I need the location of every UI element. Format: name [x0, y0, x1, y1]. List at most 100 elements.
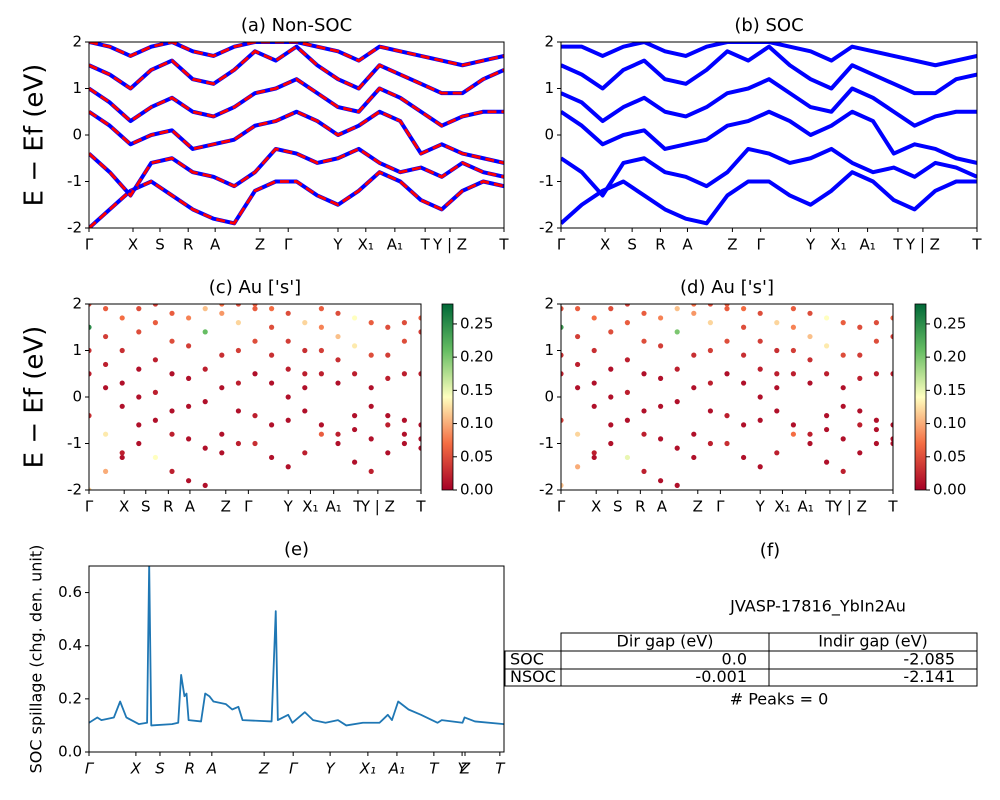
- x-tick-label: T: [420, 236, 431, 254]
- x-tick-label: Γ: [289, 760, 299, 778]
- projection-point: [302, 320, 308, 326]
- projection-point: [724, 306, 730, 312]
- projection-point: [89, 371, 92, 377]
- projection-point: [707, 320, 714, 326]
- projection-point: [840, 403, 846, 409]
- table-footer: # Peaks = 0: [730, 690, 829, 709]
- plot-area: [89, 304, 421, 490]
- colorbar-tick-label: 0.00: [933, 481, 966, 499]
- projection-point: [807, 380, 813, 386]
- x-tick-label: T: [887, 498, 898, 516]
- projection-point: [691, 352, 697, 358]
- projection-point: [89, 487, 92, 490]
- x-tick-label: T: [892, 236, 903, 254]
- projection-point: [824, 315, 830, 321]
- projection-point: [591, 450, 597, 456]
- projection-point: [219, 352, 225, 358]
- projection-point: [335, 431, 341, 437]
- colorbar-tick-label: 0.05: [460, 447, 493, 465]
- x-tick-label: Γ: [757, 236, 766, 254]
- colorbar-tick-label: 0.15: [933, 381, 966, 399]
- projection-point: [285, 338, 291, 344]
- x-tick-label: A: [682, 236, 693, 254]
- projection-point: [674, 399, 680, 405]
- projection-point: [873, 440, 880, 447]
- projection-point: [824, 371, 830, 377]
- projection-point: [561, 324, 564, 330]
- y-tick-label: 0.0: [58, 743, 82, 761]
- projection-point: [575, 385, 581, 391]
- projection-point: [658, 375, 664, 381]
- x-tick-label: Γ: [557, 236, 566, 254]
- projection-point: [624, 417, 631, 423]
- band-line-dashed: [89, 77, 504, 128]
- projection-point: [89, 413, 92, 419]
- x-tick-label: T: [498, 236, 509, 254]
- projection-point: [252, 304, 258, 307]
- projection-point: [269, 306, 275, 312]
- projection-point: [857, 352, 863, 358]
- projection-point: [840, 436, 846, 442]
- colorbar-tick-label: 0.25: [933, 314, 966, 332]
- plot-area: [561, 42, 977, 226]
- projection-point: [202, 482, 208, 488]
- projection-point: [757, 464, 763, 470]
- projection-point: [401, 320, 407, 326]
- projection-point: [641, 310, 647, 316]
- band-line-dashed: [89, 44, 504, 95]
- projection-point: [318, 422, 324, 428]
- table-value: -2.141: [903, 667, 955, 686]
- projection-point: [790, 306, 797, 312]
- x-tick-label: Y | Z: [432, 236, 467, 254]
- x-tick-label: A: [185, 498, 196, 516]
- y-axis-label: E − Ef (eV): [20, 64, 50, 207]
- projection-point: [561, 306, 564, 312]
- projection-point: [724, 440, 730, 447]
- y-tick-label: 1: [544, 79, 554, 97]
- projection-point: [202, 399, 208, 405]
- projection-point: [724, 304, 730, 307]
- colorbar-tick-label: 0.05: [933, 447, 966, 465]
- projection-point: [352, 343, 358, 349]
- row-label: SOC: [510, 650, 544, 669]
- projection-point: [724, 413, 730, 419]
- projection-point: [658, 478, 664, 484]
- projection-point: [89, 304, 92, 307]
- projection-point: [807, 357, 813, 363]
- y-tick-label: 1: [544, 341, 554, 359]
- colorbar-tick-label: 0.10: [460, 414, 493, 432]
- column-header: Dir gap (eV): [617, 632, 714, 651]
- projection-point: [136, 329, 142, 335]
- colorbar-tick-label: 0.25: [460, 314, 493, 332]
- projection-point: [335, 310, 341, 316]
- axes-frame: [88, 41, 505, 229]
- projection-point: [103, 333, 109, 340]
- projection-point: [418, 436, 421, 442]
- projection-point: [691, 304, 697, 307]
- projection-point: [658, 403, 664, 409]
- x-tick-label: S: [627, 236, 637, 254]
- projection-point: [757, 310, 763, 316]
- projection-point: [873, 320, 880, 326]
- x-tick-label: Y: [332, 236, 343, 254]
- projection-point: [691, 310, 697, 316]
- x-tick-label: A: [206, 760, 217, 778]
- projection-point: [119, 315, 125, 321]
- table-subtitle: JVASP-17816_YbIn2Au: [729, 597, 906, 617]
- projection-point: [202, 445, 208, 451]
- row-label: NSOC: [510, 667, 556, 686]
- projection-point: [119, 450, 125, 456]
- projection-point: [368, 352, 374, 358]
- projection-point: [591, 315, 597, 321]
- x-tick-label: Γ: [716, 498, 725, 516]
- x-tick-label: Γ: [244, 498, 253, 516]
- projection-point: [561, 417, 564, 423]
- x-tick-label: Z: [255, 236, 265, 254]
- projection-point: [741, 454, 747, 461]
- projection-point: [774, 450, 780, 456]
- projection-point: [318, 306, 324, 312]
- projection-point: [202, 306, 208, 312]
- band-line-dashed: [89, 42, 504, 67]
- projection-point: [807, 440, 813, 447]
- projection-point: [890, 436, 893, 442]
